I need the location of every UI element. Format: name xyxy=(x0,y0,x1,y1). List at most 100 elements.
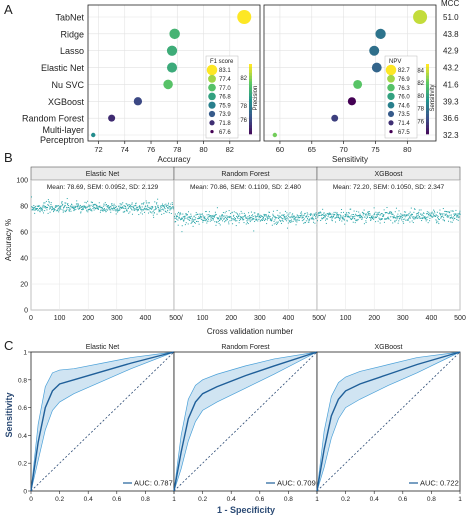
cv-point xyxy=(352,216,354,218)
cv-point xyxy=(271,220,273,222)
legend-value: 67.5 xyxy=(398,130,410,136)
cv-point xyxy=(185,217,187,219)
cv-point xyxy=(117,210,119,212)
cv-point xyxy=(447,215,449,217)
accuracy-point xyxy=(169,28,180,40)
cv-point xyxy=(236,216,238,218)
cv-point xyxy=(254,212,256,214)
cv-point xyxy=(276,221,278,223)
cv-point xyxy=(134,205,136,207)
cv-point xyxy=(104,204,106,206)
cv-point xyxy=(397,213,399,215)
cv-point xyxy=(60,205,62,207)
cv-point xyxy=(380,214,382,216)
cv-point xyxy=(110,207,112,209)
cv-point xyxy=(88,208,90,210)
cv-point xyxy=(441,216,443,218)
cv-point xyxy=(415,213,417,215)
cv-point xyxy=(213,214,215,216)
cv-point xyxy=(342,218,344,220)
cv-point xyxy=(128,212,130,214)
cv-point xyxy=(361,215,363,217)
cv-point xyxy=(261,215,263,217)
cv-point xyxy=(343,211,345,213)
cv-point xyxy=(308,219,310,221)
cv-point xyxy=(399,216,401,218)
cv-point xyxy=(296,214,298,216)
cv-point xyxy=(389,211,391,213)
cv-point xyxy=(347,214,349,216)
cv-point xyxy=(260,217,262,219)
cv-point xyxy=(314,215,316,217)
cv-point xyxy=(53,211,55,213)
cv-point xyxy=(109,205,111,207)
cv-point xyxy=(85,207,87,209)
cv-point xyxy=(149,211,151,213)
cv-point xyxy=(153,216,155,218)
cv-point xyxy=(151,208,153,210)
cv-point xyxy=(150,206,152,208)
cv-point xyxy=(167,208,169,210)
cv-point xyxy=(301,220,303,222)
cv-point xyxy=(204,218,206,220)
cv-point xyxy=(290,216,292,218)
cv-point xyxy=(384,218,386,220)
cv-point xyxy=(293,215,295,217)
cv-point xyxy=(36,208,38,210)
cv-point xyxy=(411,213,413,215)
cv-point xyxy=(385,218,387,220)
cv-point xyxy=(335,221,337,223)
cv-point xyxy=(145,202,147,204)
cv-point xyxy=(46,206,48,208)
cv-point xyxy=(401,214,403,216)
cv-point xyxy=(131,209,133,211)
cv-point xyxy=(50,207,52,209)
cv-point xyxy=(370,218,372,220)
facet-x-tick-label: 300 xyxy=(111,315,123,322)
cv-point xyxy=(197,221,199,223)
cv-point xyxy=(67,204,69,206)
cv-point xyxy=(180,218,182,220)
facet-title: Random Forest xyxy=(221,171,269,178)
cv-point xyxy=(180,213,182,215)
cv-point xyxy=(314,213,316,215)
cv-point xyxy=(49,206,51,208)
cv-point xyxy=(47,212,49,214)
cv-point xyxy=(219,224,221,226)
cv-point xyxy=(442,208,444,210)
colorbar-segment xyxy=(426,113,429,117)
cv-point xyxy=(392,222,394,224)
roc-y-tick-label: 0.2 xyxy=(18,461,27,468)
cv-point xyxy=(411,220,413,222)
cv-point xyxy=(175,221,177,223)
cv-point xyxy=(108,208,110,210)
cv-point xyxy=(255,218,257,220)
cv-point xyxy=(111,203,113,205)
cv-point xyxy=(352,221,354,223)
cv-point xyxy=(318,212,320,214)
cv-point xyxy=(153,209,155,211)
cv-point xyxy=(233,219,235,221)
cv-point xyxy=(241,216,243,218)
cv-point xyxy=(347,216,349,218)
cv-point xyxy=(210,215,212,217)
cv-point xyxy=(139,208,141,210)
cv-point xyxy=(137,209,139,211)
cv-point xyxy=(116,209,118,211)
cv-point xyxy=(342,216,344,218)
precision-tick-label: 78 xyxy=(240,104,247,110)
cv-point xyxy=(227,216,229,218)
cv-point xyxy=(250,217,252,219)
cv-point xyxy=(379,219,381,221)
cv-point xyxy=(250,216,252,218)
cv-point xyxy=(63,206,65,208)
mcc-value: 43.8 xyxy=(443,30,459,39)
facet-x-tick-label: 500 xyxy=(454,315,466,322)
cv-point xyxy=(112,207,114,209)
cv-point xyxy=(236,220,238,222)
cv-point xyxy=(218,217,220,219)
roc-title: Elastic Net xyxy=(86,344,120,351)
cv-point xyxy=(278,219,280,221)
cv-point xyxy=(263,213,265,215)
